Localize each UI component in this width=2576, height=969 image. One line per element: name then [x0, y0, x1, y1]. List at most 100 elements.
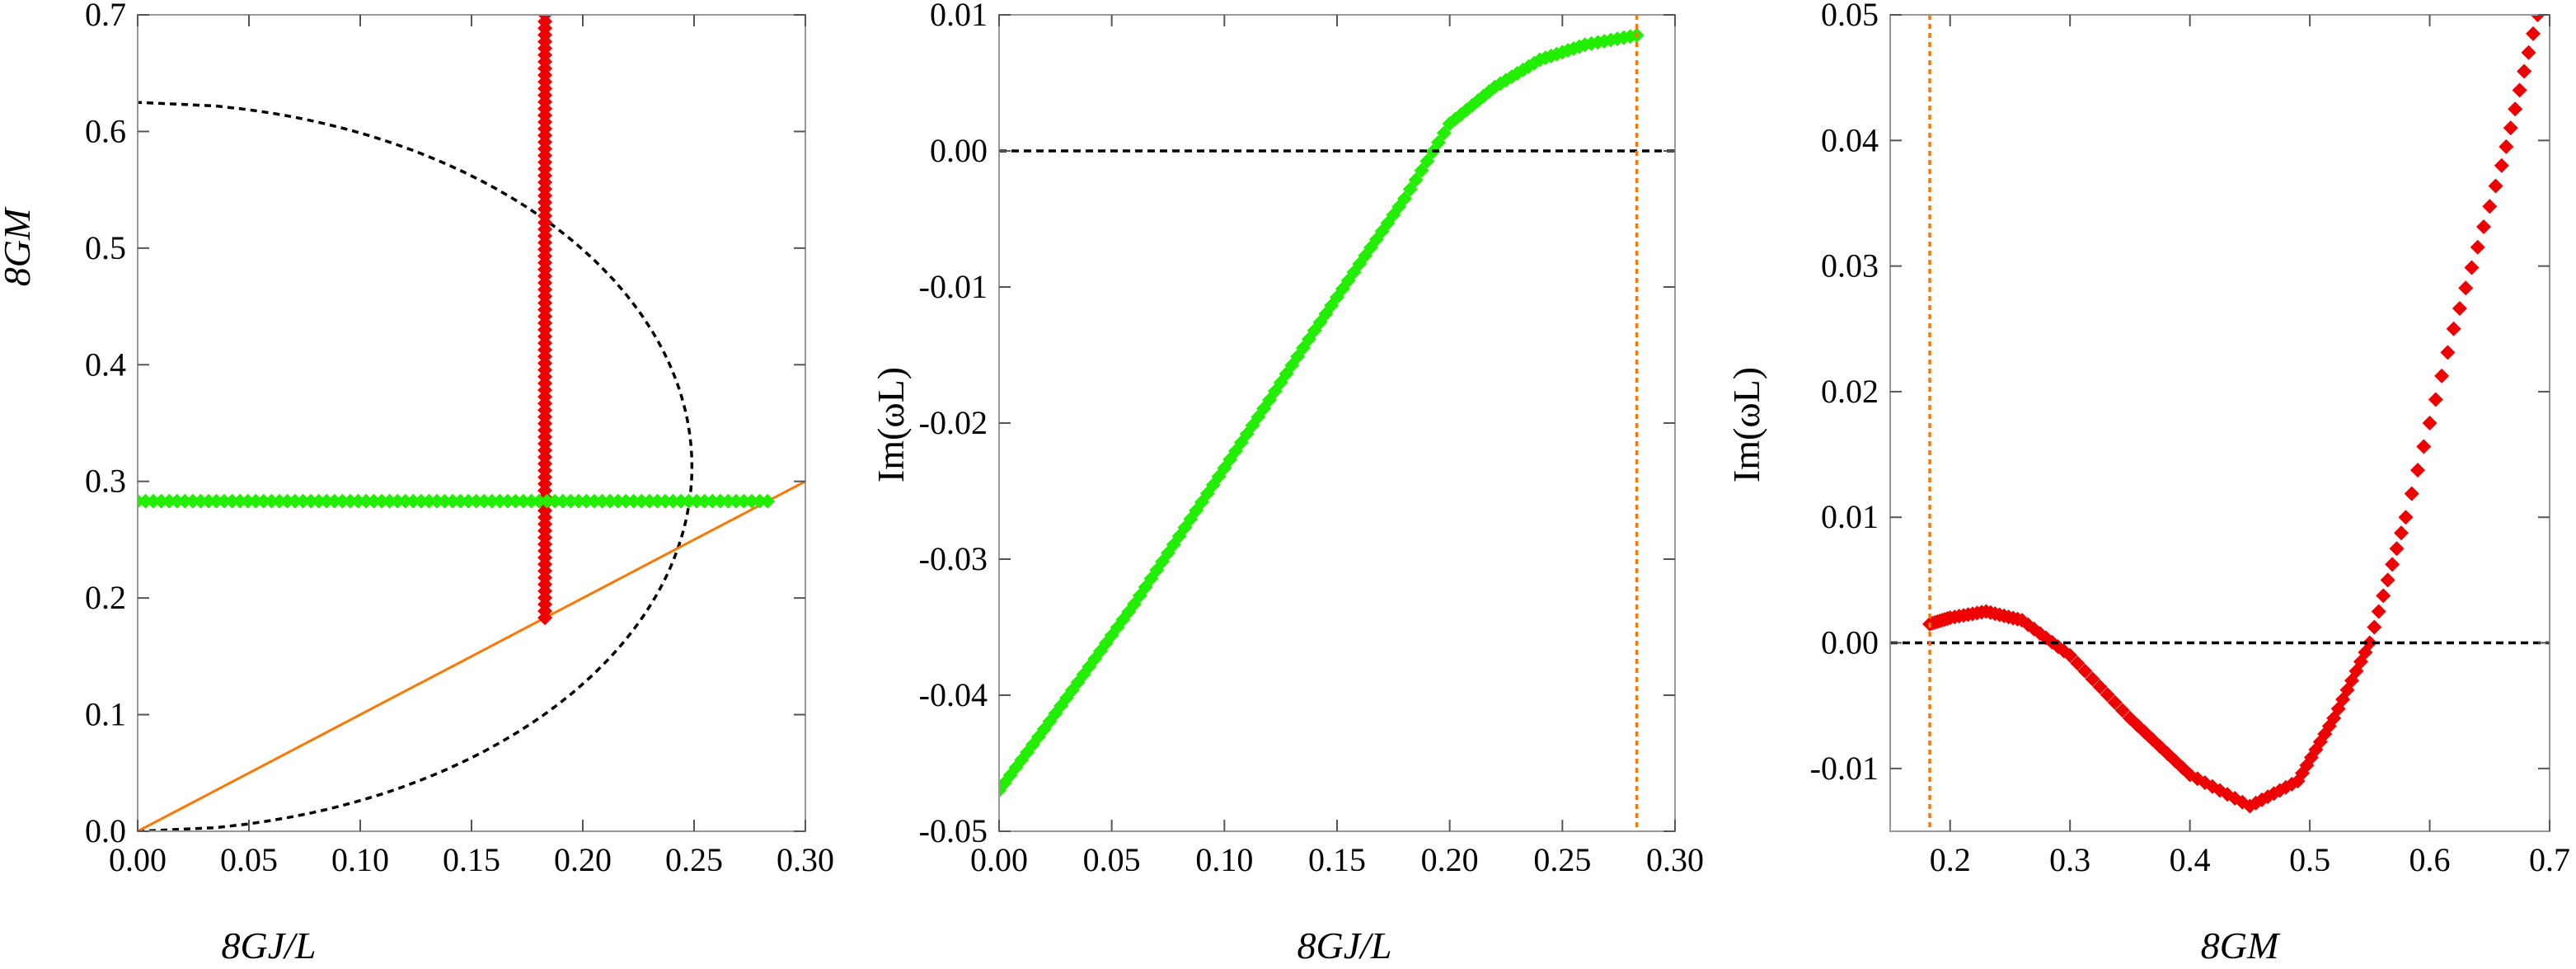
panel-left-ytick-label: 0.3 — [85, 463, 126, 500]
panel-left-series-3-point — [760, 493, 776, 509]
panel-middle-xtick-label: 0.00 — [970, 841, 1028, 878]
panel-right-series-0-point — [2107, 694, 2123, 710]
panel-right-series-0-point — [2376, 588, 2391, 604]
panel-right-xtick-label: 0.4 — [2170, 841, 2211, 878]
panel-right-ytick-label: 0.01 — [1821, 498, 1879, 535]
panel-left-series-3-point — [406, 493, 421, 509]
right-xlabel: 8GM — [2201, 924, 2281, 967]
panel-left-series-3-point — [461, 493, 476, 509]
panel-left-series-3-point — [271, 493, 287, 509]
panel-middle-xtick-label: 0.30 — [1646, 841, 1704, 878]
panel-middle-xtick-label: 0.20 — [1421, 841, 1479, 878]
panel-left-series-3-point — [358, 493, 373, 509]
panel-left-series-3-point — [342, 493, 358, 509]
panel-right-series-0-point — [2470, 239, 2485, 255]
panel-right-series-0-point — [2070, 656, 2086, 671]
panel-right-xtick-label: 0.3 — [2049, 841, 2090, 878]
panel-left-series-3-point — [335, 493, 350, 509]
panel-middle-series-0-point — [1386, 207, 1401, 223]
panel-left-series-3-point — [603, 493, 618, 509]
panel-middle-series-0-point — [999, 775, 1012, 791]
panel-left-series-3-point — [429, 493, 444, 509]
panel-left-series-3-point — [162, 493, 177, 509]
panel-left-xtick-label: 0.05 — [220, 841, 278, 878]
panel-middle-series-0-point — [1402, 181, 1418, 197]
panel-left-series-2-point — [537, 15, 553, 22]
panel-left-frame — [137, 14, 806, 832]
panel-right-series-0-point — [2464, 260, 2480, 275]
panel-left-ytick-label: 0.5 — [85, 229, 126, 266]
panel-right-ticks: 0.2 0.3 0.4 0.5 0.6 0.7 -0.01 0.00 0.01 0.02 0.03 0… — [1810, 0, 2570, 878]
panel-left-series-3-point — [153, 493, 169, 509]
left-xlabel: 8GJ/L — [222, 924, 317, 967]
panel-right-xtick-label: 0.6 — [2409, 841, 2451, 878]
panel-middle-series-0-point — [1436, 125, 1452, 141]
left-ylabel: 8GM — [0, 206, 38, 286]
panel-left-data — [138, 15, 805, 831]
panel-left-series-3-point — [232, 493, 248, 509]
panel-left-series-3-point — [476, 493, 492, 509]
panel-right-frame — [1889, 14, 2550, 832]
panel-left-series-3-point — [532, 493, 547, 509]
panel-left-series-3-point — [453, 493, 468, 509]
middle-xlabel-text: 8GJ/L — [1297, 924, 1392, 967]
panel-middle-series-0-point — [1414, 162, 1429, 178]
panel-left-series-3-point — [547, 493, 563, 509]
panel-left-series-3-point — [374, 493, 390, 509]
panel-left-series-3-point — [397, 493, 413, 509]
panel-right-series-0-point — [2416, 439, 2432, 454]
panel-middle-ytick-label: -0.02 — [919, 404, 988, 441]
panel-right-series-0-point — [2385, 557, 2400, 572]
panel-left-series-3-point — [650, 493, 665, 509]
panel-right-series-0-point — [2517, 64, 2532, 79]
panel-middle-ytick-label: 0.01 — [930, 0, 988, 33]
panel-left-series-3-point — [311, 493, 326, 509]
panel-left-ytick-label: 0.2 — [85, 579, 126, 616]
panel-left-series-3-point — [303, 493, 319, 509]
panel-left-series-3-point — [508, 493, 523, 509]
panel-right-series-0-point — [2428, 392, 2443, 407]
panel-left-series-3-point — [177, 493, 193, 509]
panel-middle-ytick-label: -0.03 — [919, 540, 988, 577]
panel-left-series-3-point — [752, 493, 767, 509]
panel-left-series-3-point — [570, 493, 586, 509]
panel-left-series-3-point — [523, 493, 539, 509]
panel-right-series-0-point — [2446, 321, 2461, 336]
panel-left-series-3-point — [634, 493, 650, 509]
panel-right-series-0-point — [2404, 486, 2419, 501]
panel-left: 8GM 8GJ/L — [0, 206, 317, 967]
panel-left-series-3-point — [445, 493, 461, 509]
panel-right-series-0-point — [2092, 679, 2108, 694]
panel-left-series-3-point — [594, 493, 610, 509]
panel-middle-series-0-point — [1397, 191, 1412, 206]
panel-left-series-3-point — [484, 493, 500, 509]
panel-left-series-3-point — [256, 493, 271, 509]
right-ylabel: Im(ωL) — [1725, 367, 1767, 482]
panel-left-series-2-markers — [537, 15, 553, 626]
panel-left-ytick-label: 0.4 — [85, 346, 126, 383]
panel-middle-ytick-label: -0.04 — [919, 676, 988, 713]
panel-left-series-3-point — [169, 493, 185, 509]
panel-middle-series-0-point — [1532, 52, 1547, 68]
panel-right-series-0-point — [2380, 572, 2395, 588]
panel-left-series-3-point — [390, 493, 406, 509]
panel-left-series-3-point — [555, 493, 570, 509]
panel-right-series-0-point — [2476, 219, 2491, 235]
panel-left-series-3-point — [248, 493, 264, 509]
panel-middle-xtick-label: 0.05 — [1083, 841, 1141, 878]
panel-right-ytick-label: 0.03 — [1821, 247, 1879, 285]
panel-right-series-0-point — [2499, 139, 2514, 154]
panel-right-series-0-point — [2367, 619, 2382, 635]
panel-right-data — [1890, 15, 2550, 831]
panel-right-series-0-point — [2458, 280, 2474, 296]
panel-left-xtick-label: 0.00 — [109, 841, 167, 878]
panel-right-series-0-point — [2410, 463, 2425, 478]
panel-right-series-0-point — [2114, 703, 2130, 718]
panel-left-xtick-label: 0.20 — [554, 841, 612, 878]
panel-right-series-0-point — [2530, 15, 2546, 22]
panel-middle-series-0-point — [1431, 134, 1446, 150]
panel-left-series-0-curve — [138, 101, 694, 831]
panel-right-series-0-point — [2521, 45, 2536, 60]
panel-middle-ytick-label: -0.05 — [919, 812, 988, 849]
panel-right-series-0-point — [2494, 158, 2509, 173]
